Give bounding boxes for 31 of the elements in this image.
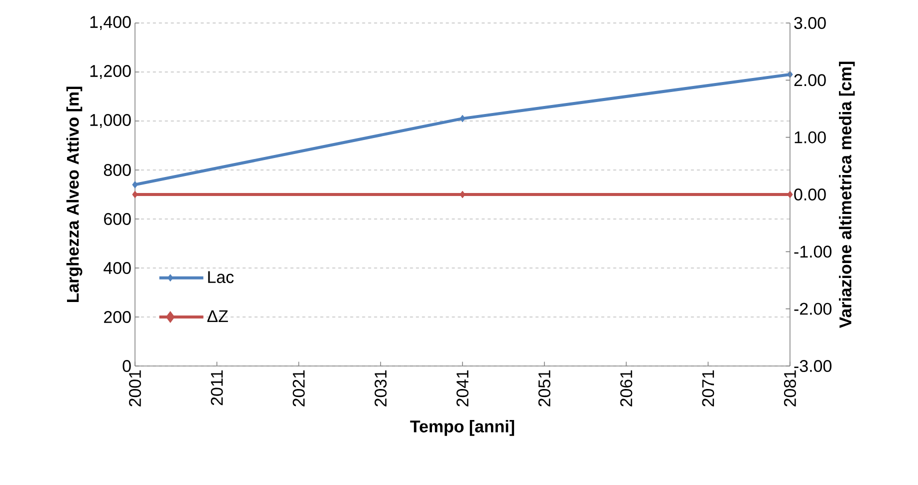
legend-label: ΔZ <box>207 310 228 322</box>
y-tick-label: 1,400 <box>90 16 131 30</box>
x-tick-label: 2061 <box>620 370 632 406</box>
y-tick-label: 800 <box>104 164 131 176</box>
y-tick-label: 1,200 <box>90 65 131 79</box>
y2-tick-label: 3.00 <box>794 17 826 29</box>
x-tick-label: 2011 <box>210 370 223 406</box>
x-tick-label: 2031 <box>374 370 387 406</box>
y-tick-label: 400 <box>104 262 131 274</box>
x-tick-label: 2071 <box>702 370 714 406</box>
point <box>132 180 138 188</box>
y2-tick-label: 1.00 <box>794 131 826 144</box>
y-tick-label: 0 <box>122 360 131 372</box>
x-tick-label: 2021 <box>292 370 305 406</box>
y-axis-title: Larghezza Alveo Attivo [m] <box>66 86 82 302</box>
x-tick-label: 2081 <box>784 370 796 406</box>
y2-tick-label: -3.00 <box>794 360 832 372</box>
y-tick-label: 1,000 <box>90 114 131 128</box>
y2-tick-label: -2.00 <box>794 302 832 315</box>
y2-tick-label: -1.00 <box>794 246 832 258</box>
x-tick-label: 2051 <box>538 370 550 406</box>
y2-tick-label: 2.00 <box>794 74 826 86</box>
y2-axis-title: Variazione altimetrica media [cm] <box>838 62 855 328</box>
legend-label: Lac <box>208 271 234 284</box>
y2-tick-label: 0.00 <box>794 188 826 200</box>
point <box>460 114 466 122</box>
x-tick-label: 2001 <box>129 370 141 406</box>
y-tick-label: 600 <box>104 213 131 225</box>
x-axis-title: Tempo [anni] <box>410 420 514 436</box>
x-tick-label: 2041 <box>456 370 468 406</box>
y-tick-label: 200 <box>104 311 131 324</box>
